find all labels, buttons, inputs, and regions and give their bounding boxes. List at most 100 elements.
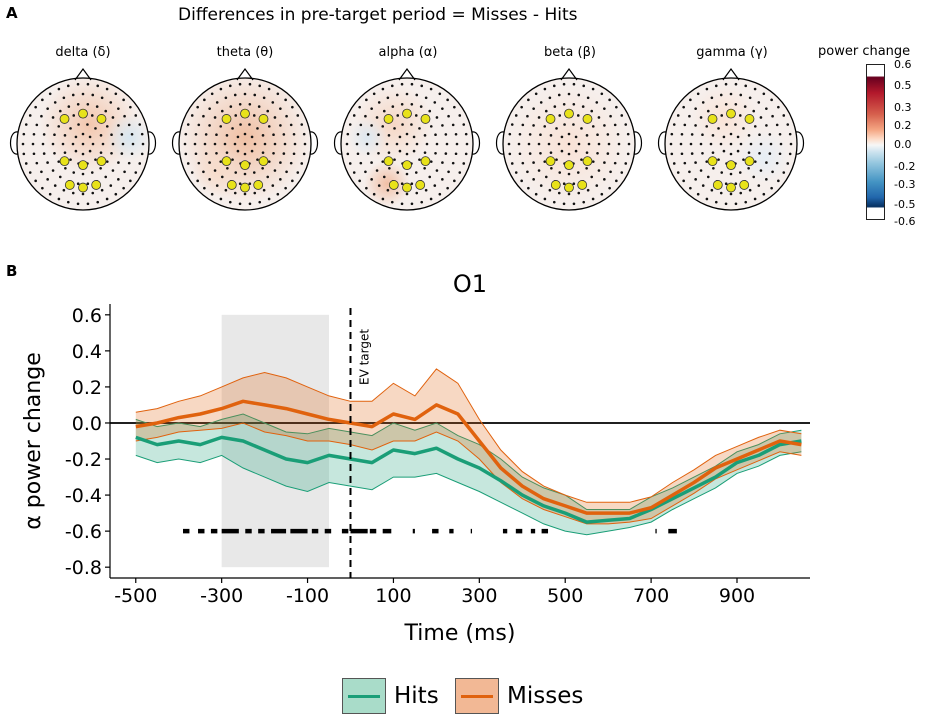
ci-lower-misses xyxy=(135,422,802,525)
electrode-marker xyxy=(545,114,556,124)
electrode-marker xyxy=(564,108,574,119)
legend-label-misses: Misses xyxy=(507,683,584,709)
electrode-marker xyxy=(253,180,264,190)
ear-outline xyxy=(9,131,19,155)
x-axis-label: Time (ms) xyxy=(404,621,516,646)
topomap-alpha xyxy=(332,64,482,220)
electrode-marker xyxy=(402,160,412,171)
electrode-marker xyxy=(744,156,755,167)
topomap-beta xyxy=(494,64,644,220)
electrode-marker xyxy=(78,108,88,119)
ear-outline xyxy=(795,131,805,155)
electrode-marker xyxy=(96,114,107,124)
electrode-marker xyxy=(726,108,736,119)
x-tick-label: -100 xyxy=(286,585,329,607)
ear-outline xyxy=(657,131,667,155)
mean-line-hits xyxy=(135,435,802,524)
topomap-delta xyxy=(8,64,158,220)
panel-a-letter: A xyxy=(6,4,18,22)
electrode-marker xyxy=(707,114,718,124)
ear-outline xyxy=(495,131,505,155)
electrode-marker xyxy=(78,182,88,193)
electrode-marker xyxy=(383,114,394,124)
electrode-marker xyxy=(383,156,394,167)
electrode-marker xyxy=(712,180,723,190)
x-tick-label: 100 xyxy=(375,585,411,607)
colorbar-tick: 0.5 xyxy=(894,79,912,92)
y-tick-label: 0.6 xyxy=(72,305,102,327)
electrode-marker xyxy=(78,160,88,171)
y-axis-label: α power change xyxy=(21,352,46,529)
x-tick-label: 300 xyxy=(461,585,497,607)
legend-key-hits xyxy=(342,678,386,714)
colorbar-title: power change xyxy=(818,44,911,59)
chart-legend: Hits Misses xyxy=(0,678,935,718)
electrode-marker xyxy=(240,160,250,171)
electrode-marker xyxy=(258,156,269,167)
chart-title: O1 xyxy=(453,270,487,298)
electrode-marker xyxy=(96,156,107,167)
legend-key-misses xyxy=(455,678,499,714)
event-annotation: EV target xyxy=(357,329,371,385)
nose-outline xyxy=(560,67,578,81)
electrode-marker xyxy=(564,160,574,171)
electrode-marker xyxy=(739,180,750,190)
ci-upper-misses xyxy=(135,368,802,503)
y-tick-label: 0.2 xyxy=(72,377,102,399)
y-tick-label: -0.2 xyxy=(65,449,102,471)
electrode-marker xyxy=(240,182,250,193)
colorbar-tick: -0.2 xyxy=(894,160,916,173)
electrode-marker xyxy=(258,114,269,124)
electrode-marker xyxy=(415,180,426,190)
y-tick-label: -0.4 xyxy=(65,485,102,507)
colorbar-tick: 0.3 xyxy=(894,101,912,114)
electrode-marker xyxy=(402,108,412,119)
electrode-marker xyxy=(388,180,399,190)
ci-band-misses xyxy=(135,368,802,524)
electrode-marker xyxy=(577,180,588,190)
band-label-alpha: alpha (α) xyxy=(378,45,438,60)
x-tick-label: -500 xyxy=(114,585,157,607)
electrode-marker xyxy=(545,156,556,167)
electrode-marker xyxy=(582,114,593,124)
band-label-delta: delta (δ) xyxy=(55,45,111,60)
colorbar-tick: -0.5 xyxy=(894,198,916,211)
colorbar-tick: -0.6 xyxy=(894,215,916,228)
panel-b-letter: B xyxy=(6,262,18,280)
electrode-marker xyxy=(726,160,736,171)
head-outline xyxy=(502,77,636,211)
electrode-marker xyxy=(240,108,250,119)
electrode-marker xyxy=(59,156,70,167)
topomap-gamma xyxy=(656,64,806,220)
mean-line-misses xyxy=(135,399,802,515)
band-label-gamma: gamma (γ) xyxy=(696,45,768,60)
x-tick-label: 500 xyxy=(547,585,583,607)
electrode-marker xyxy=(420,114,431,124)
electrode-marker xyxy=(91,180,102,190)
head-outline xyxy=(178,77,312,211)
legend-label-hits: Hits xyxy=(394,683,439,709)
ear-outline xyxy=(633,131,643,155)
x-tick-label: -300 xyxy=(200,585,243,607)
y-tick-label: -0.8 xyxy=(65,557,102,579)
electrode-marker xyxy=(420,156,431,167)
electrode-marker xyxy=(744,114,755,124)
colorbar-tick: -0.3 xyxy=(894,178,916,191)
electrode-marker xyxy=(707,156,718,167)
head-outline xyxy=(664,77,798,211)
colorbar-tick: 0.2 xyxy=(894,119,912,132)
panel-a-title: Differences in pre-target period = Misse… xyxy=(178,5,578,25)
electrode-marker xyxy=(726,182,736,193)
x-tick-label: 700 xyxy=(633,585,669,607)
band-label-beta: beta (β) xyxy=(544,45,596,60)
electrodes xyxy=(21,82,145,206)
ear-outline xyxy=(333,131,343,155)
ci-upper-hits xyxy=(135,413,802,510)
ci-band-hits xyxy=(135,414,802,535)
band-label-theta: theta (θ) xyxy=(216,45,274,60)
ear-outline xyxy=(309,131,319,155)
electrodes xyxy=(183,82,307,206)
electrode-marker xyxy=(402,182,412,193)
y-tick-label: -0.6 xyxy=(65,521,102,543)
